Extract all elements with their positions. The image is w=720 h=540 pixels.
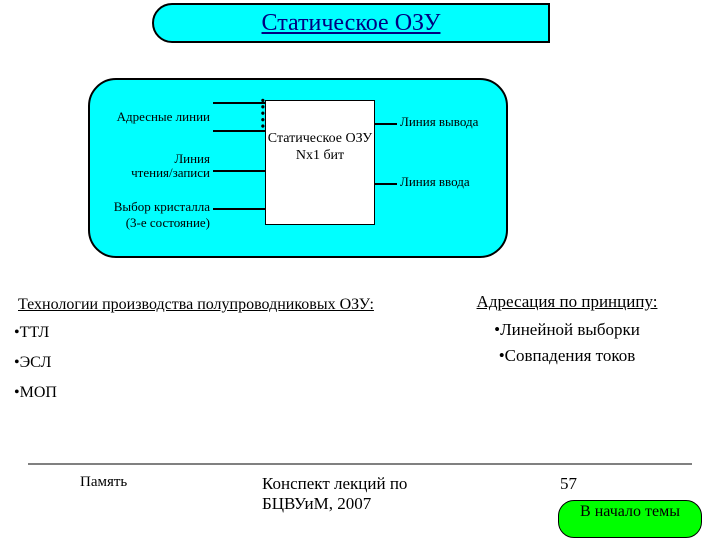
addressing-section: Адресация по принципу: •Линейной выборки…: [432, 292, 702, 372]
wire: [375, 183, 397, 185]
title-box: Статическое ОЗУ: [152, 3, 550, 43]
horizontal-rule: [28, 463, 692, 465]
tech-item: •МОП: [14, 384, 374, 402]
addressing-title: Адресация по принципу:: [432, 292, 702, 312]
wire: [213, 102, 265, 104]
wire: [375, 123, 397, 125]
tech-item: •ЭСЛ: [14, 354, 374, 372]
goto-topic-start-button[interactable]: В начало темы: [558, 500, 702, 538]
label-output-line: Линия вывода: [400, 115, 510, 130]
tech-section: Технологии производства полупроводниковы…: [14, 296, 374, 414]
addressing-item: •Совпадения токов: [432, 346, 702, 366]
label-input-line: Линия ввода: [400, 175, 510, 190]
label-chipsel2: (3-е состояние): [95, 216, 210, 231]
tech-item: •ТТЛ: [14, 324, 374, 342]
label-rw-line2: чтения/записи: [95, 166, 210, 181]
label-chipsel1: Выбор кристалла: [95, 200, 210, 215]
addressing-item: •Линейной выборки: [432, 320, 702, 340]
tech-title: Технологии производства полупроводниковы…: [18, 296, 374, 314]
diagram-container: Статическое ОЗУ Nх1 бит • • • • • Адресн…: [88, 78, 508, 258]
wire: [213, 130, 265, 132]
footer-center: Конспект лекций по БЦВУиМ, 2007: [262, 474, 462, 515]
label-address-lines: Адресные линии: [95, 110, 210, 125]
sram-block: Статическое ОЗУ Nх1 бит: [265, 100, 375, 225]
wire: [213, 208, 265, 210]
wire: [213, 170, 265, 172]
footer-left: Память: [80, 474, 127, 491]
page-number: 57: [560, 474, 577, 494]
page-title: Статическое ОЗУ: [262, 10, 441, 37]
